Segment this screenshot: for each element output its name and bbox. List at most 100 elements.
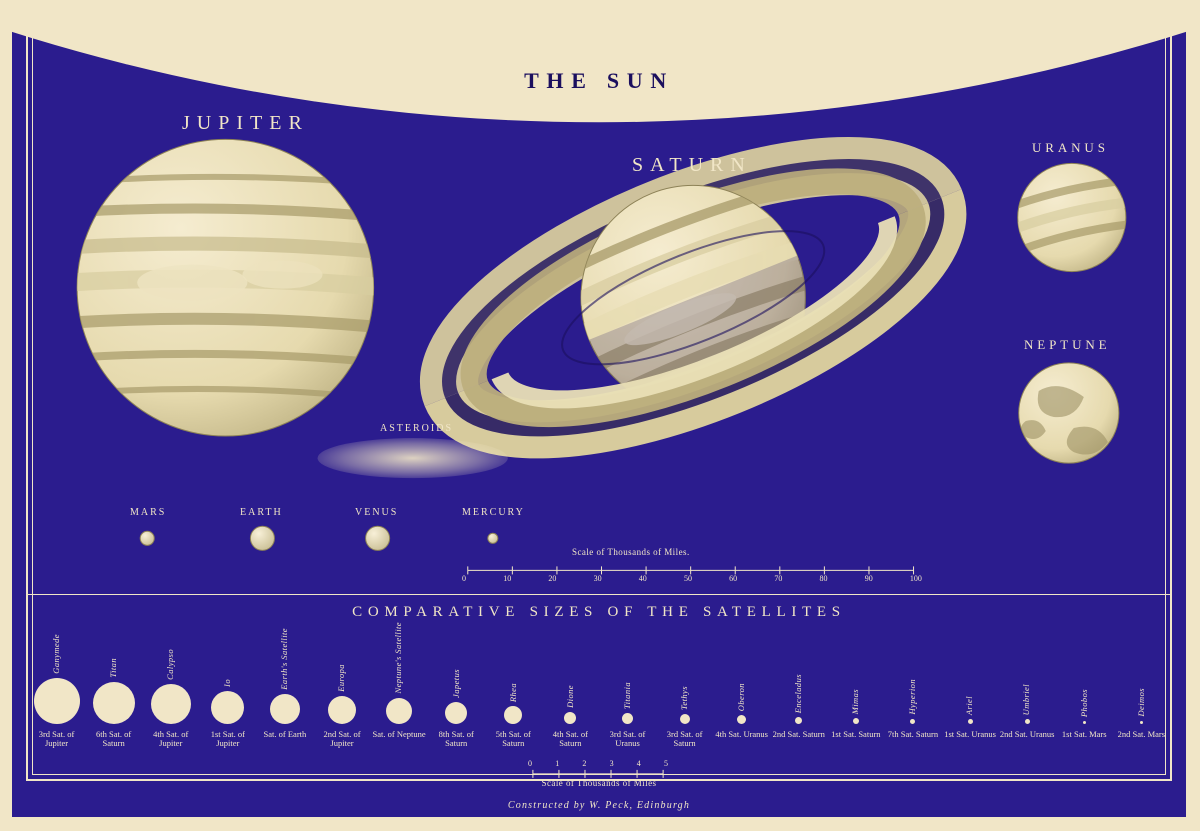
satellite-item: Dione 4th Sat. of Saturn	[542, 685, 599, 758]
satellite-item: Rhea5th Sat. of Saturn	[485, 683, 542, 758]
earth-label: EARTH	[240, 507, 283, 518]
satellite-name: Ariel	[965, 696, 974, 715]
satellite-sub: 1st Sat. Mars	[1062, 730, 1107, 758]
satellite-sub: 6th Sat. of Saturn	[85, 730, 142, 758]
satellite-name: Europa	[337, 664, 346, 692]
satellite-dot	[910, 719, 915, 724]
scale-satellites	[533, 770, 663, 778]
asteroids-label: ASTEROIDS	[380, 423, 453, 434]
satellite-item: Tethys3rd Sat. of Saturn	[656, 686, 713, 758]
scale-sat-ticks: 012345	[528, 759, 668, 768]
venus-label: VENUS	[355, 507, 398, 518]
satellite-sub: 4th Sat. of Saturn	[542, 730, 599, 758]
satellite-dot	[504, 706, 522, 724]
satellite-sub: 5th Sat. of Saturn	[485, 730, 542, 758]
satellite-dot	[795, 717, 802, 724]
satellite-sub: 3rd Sat. of Uranus	[599, 730, 656, 758]
satellite-dot	[1083, 721, 1086, 724]
satellite-item: Japetus 8th Sat. of Saturn	[428, 669, 485, 758]
satellite-item: Neptune's Satellite Sat. of Neptune	[371, 622, 428, 758]
satellite-item: Ganymede 3rd Sat. of Jupiter	[28, 634, 85, 758]
satellite-dot	[34, 678, 80, 724]
satellite-name: Tethys	[680, 686, 689, 710]
satellite-sub: 2nd Sat. Mars	[1118, 730, 1165, 758]
satellite-dot	[564, 712, 576, 724]
satellite-dot	[93, 682, 135, 724]
mercury-label: MERCURY	[462, 507, 525, 518]
satellite-item: Enceladus 2nd Sat. Saturn	[770, 674, 827, 758]
satellite-dot	[737, 715, 746, 724]
plate: THE SUN JUPITER SATURN URANUS NEPTUNE AS…	[12, 12, 1186, 817]
satellite-name: Japetus	[452, 669, 461, 698]
satellites-title: COMPARATIVE SIZES OF THE SATELLITES	[12, 604, 1186, 621]
saturn-label: SATURN	[632, 154, 752, 177]
satellite-item: Europa 2nd Sat. of Jupiter	[313, 664, 370, 758]
mars-label: MARS	[130, 507, 166, 518]
satellite-sub: 4th Sat. Uranus	[715, 730, 768, 758]
satellite-sub: 1st Sat. Saturn	[831, 730, 880, 758]
satellite-name: Calypso	[166, 649, 175, 680]
satellite-sub: 3rd Sat. of Jupiter	[28, 730, 85, 758]
satellite-sub: 4th Sat. of Jupiter	[142, 730, 199, 758]
uranus-label: URANUS	[1032, 140, 1109, 156]
satellite-dot	[386, 698, 412, 724]
satellite-name: Titan	[109, 658, 118, 678]
satellites-row: Ganymede 3rd Sat. of Jupiter Titan 6th Sat.…	[28, 628, 1170, 758]
jupiter	[67, 139, 388, 436]
satellite-name: Earth's Satellite	[280, 628, 289, 690]
satellite-dot	[328, 696, 356, 724]
satellite-item: Titania 3rd Sat. of Uranus	[599, 682, 656, 758]
satellite-sub: 2nd Sat. of Jupiter	[313, 730, 370, 758]
satellite-name: Umbriel	[1022, 684, 1031, 715]
satellite-sub: Sat. of Neptune	[373, 730, 426, 758]
satellite-dot	[968, 719, 973, 724]
satellite-name: Neptune's Satellite	[394, 622, 403, 694]
satellite-item: Umbriel 2nd Sat. Uranus	[999, 684, 1056, 758]
satellite-name: Dione	[566, 685, 575, 708]
sun-label: THE SUN	[12, 68, 1186, 94]
satellite-dot	[622, 713, 633, 724]
satellite-sub: 8th Sat. of Saturn	[428, 730, 485, 758]
mars	[140, 531, 154, 545]
satellite-dot	[270, 694, 300, 724]
satellite-item: Oberon 4th Sat. Uranus	[713, 683, 770, 758]
satellite-dot	[445, 702, 467, 724]
satellite-dot	[1025, 719, 1030, 724]
satellite-item: Calypso 4th Sat. of Jupiter	[142, 649, 199, 758]
satellite-sub: 2nd Sat. Saturn	[773, 730, 825, 758]
satellite-name: Hyperion	[908, 679, 917, 715]
asteroids-cloud	[318, 438, 508, 478]
scale-main-label: Scale of Thousands of Miles.	[572, 547, 690, 557]
satellite-item: Hyperion 7th Sat. Saturn	[884, 679, 941, 758]
satellite-dot	[151, 684, 191, 724]
scale-sat-label: Scale of Thousands of Miles	[12, 778, 1186, 788]
satellite-name: Ganymede	[52, 634, 61, 674]
credit-line: Constructed by W. Peck, Edinburgh	[12, 800, 1186, 811]
satellite-name: Deimos	[1137, 688, 1146, 717]
satellite-sub: 1st Sat. of Jupiter	[199, 730, 256, 758]
satellite-name: Titania	[623, 682, 632, 709]
venus	[366, 526, 390, 550]
earth	[250, 526, 274, 550]
satellite-item: Earth's Satellite Sat. of Earth	[256, 628, 313, 758]
neptune	[1019, 363, 1119, 463]
jupiter-label: JUPITER	[182, 112, 309, 135]
satellite-name: Mimas	[851, 689, 860, 714]
satellite-name: Oberon	[737, 683, 746, 711]
section-divider	[28, 594, 1170, 595]
satellite-name: Enceladus	[794, 674, 803, 713]
satellite-dot	[1140, 721, 1143, 724]
satellite-item: Titan 6th Sat. of Saturn	[85, 658, 142, 758]
satellite-item: Io 1st Sat. of Jupiter	[199, 679, 256, 758]
satellite-dot	[680, 714, 690, 724]
uranus	[1009, 163, 1134, 271]
satellite-sub: 2nd Sat. Uranus	[1000, 730, 1055, 758]
neptune-label: NEPTUNE	[1024, 337, 1111, 353]
satellite-sub: 7th Sat. Saturn	[888, 730, 938, 758]
satellite-dot	[211, 691, 244, 724]
satellite-name: Io	[223, 679, 232, 687]
satellite-dot	[853, 718, 859, 724]
satellite-sub: Sat. of Earth	[264, 730, 307, 758]
paper-page: THE SUN JUPITER SATURN URANUS NEPTUNE AS…	[0, 0, 1200, 831]
satellite-item: Deimos 2nd Sat. Mars	[1113, 688, 1170, 758]
